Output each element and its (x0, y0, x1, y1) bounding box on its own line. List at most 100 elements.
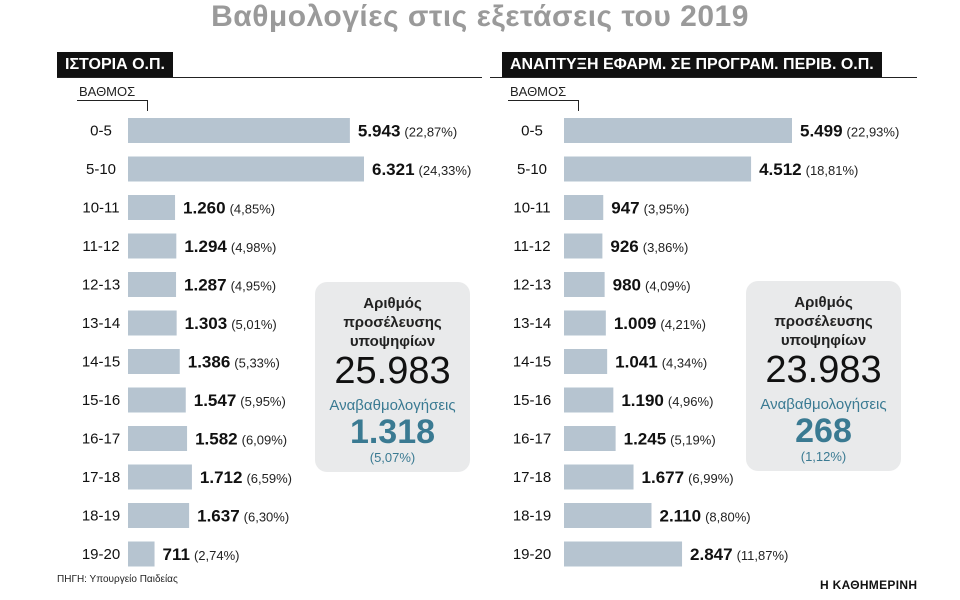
data-label: 926 (3,86%) (610, 237, 688, 256)
info-label: Αριθμός προσέλευσης υποψηφίων (315, 294, 470, 351)
category-label: 15-16 (513, 392, 551, 409)
category-label: 0-5 (90, 123, 112, 140)
pct-label: (18,81%) (806, 163, 859, 178)
bar (564, 349, 608, 374)
pct-label: (4,96%) (668, 394, 714, 409)
category-label: 11-12 (513, 238, 550, 255)
data-label: 1.712 (6,59%) (200, 468, 292, 487)
pct-label: (5,01%) (231, 317, 277, 332)
pct-label: (4,21%) (660, 317, 706, 332)
panel-title: ΑΝΑΠΤΥΞΗ ΕΦΑΡΜ. ΣΕ ΠΡΟΓΡΑΜ. ΠΕΡΙΒ. Ο.Π. (502, 52, 882, 77)
value-label: 1.712 (200, 468, 243, 487)
category-label: 15-16 (82, 392, 120, 409)
bar (128, 310, 177, 336)
pct-label: (4,09%) (645, 279, 691, 294)
value-label: 1.677 (642, 468, 685, 487)
bar (128, 426, 188, 451)
pct-label: (2,74%) (194, 548, 240, 563)
value-label: 1.190 (621, 391, 664, 410)
pct-label: (8,80%) (705, 510, 751, 525)
data-label: 5.943 (22,87%) (358, 122, 457, 141)
data-label: 1.041 (4,34%) (615, 353, 707, 372)
value-label: 1.547 (194, 391, 237, 410)
bar (128, 349, 180, 374)
info-box: Αριθμός προσέλευσης υποψηφίων 25.983 Ανα… (315, 282, 470, 472)
page-title: Βαθμολογίες στις εξετάσεις του 2019 (211, 0, 749, 33)
value-label: 1.009 (614, 314, 657, 333)
value-label: 5.943 (358, 122, 401, 141)
category-label: 19-20 (513, 546, 551, 563)
pct-label: (6,30%) (244, 510, 290, 525)
data-label: 4.512 (18,81%) (759, 160, 858, 179)
bar (564, 541, 683, 567)
pct-label: (3,95%) (644, 202, 690, 217)
info-label-line: υποψηφίων (349, 333, 436, 350)
data-label: 1.190 (4,96%) (621, 391, 713, 410)
bar (128, 464, 192, 490)
bar (564, 233, 603, 259)
category-label: 12-13 (82, 277, 120, 294)
bar (128, 195, 176, 220)
reeval-pct: (5,07%) (369, 450, 416, 465)
bar (128, 387, 186, 413)
bar (128, 503, 190, 528)
data-label: 2.847 (11,87%) (690, 545, 788, 564)
info-label-line: Αριθμός (363, 295, 422, 312)
value-label: 1.245 (624, 430, 667, 449)
value-label: 711 (163, 545, 190, 564)
category-label: 16-17 (82, 431, 120, 448)
pct-label: (5,19%) (670, 433, 716, 448)
bar (564, 272, 605, 297)
category-label: 13-14 (82, 315, 120, 332)
bar (564, 426, 616, 451)
info-label: Αριθμός προσέλευσης υποψηφίων (746, 293, 901, 350)
candidates-total: 23.983 (765, 349, 882, 391)
value-label: 926 (610, 237, 638, 256)
axis-label-bracket (508, 100, 579, 111)
category-label: 14-15 (82, 354, 120, 371)
value-label: 1.303 (185, 314, 228, 333)
data-label: 1.294 (4,98%) (184, 237, 276, 256)
pct-label: (22,93%) (847, 125, 900, 140)
data-label: 1.547 (5,95%) (194, 391, 286, 410)
pct-label: (3,86%) (643, 240, 689, 255)
pct-label: (6,99%) (688, 471, 734, 486)
bar (564, 387, 614, 413)
panel-rule (57, 77, 482, 78)
reeval-value: 1.318 (349, 413, 436, 451)
category-label: 19-20 (82, 546, 120, 563)
info-label-line: Αριθμός (794, 294, 853, 311)
data-label: 1.245 (5,19%) (624, 430, 716, 449)
panel-title: ΙΣΤΟΡΙΑ Ο.Π. (57, 52, 173, 77)
bar (128, 233, 177, 259)
pct-label: (6,59%) (246, 471, 292, 486)
candidates-total: 25.983 (334, 350, 451, 392)
data-label: 947 (3,95%) (611, 199, 689, 218)
category-label: 11-12 (82, 238, 119, 255)
category-label: 13-14 (513, 315, 551, 332)
pct-label: (4,95%) (231, 279, 277, 294)
bar (128, 541, 155, 567)
value-label: 1.294 (184, 237, 227, 256)
category-label: 18-19 (82, 508, 120, 525)
info-label-line: υποψηφίων (780, 332, 867, 349)
bar (128, 156, 364, 182)
bar-chart-history: 0-5 5.943 (22,87%) 5-10 6.321 (24,33%) 10-11 1.… (82, 118, 471, 567)
panel-history: ΙΣΤΟΡΙΑ Ο.Π. ΒΑΘΜΟΣ 0-5 5.943 (22,87%) 5-10… (57, 48, 482, 568)
category-label: 10-11 (513, 200, 550, 217)
data-label: 1.303 (5,01%) (185, 314, 277, 333)
pct-label: (5,33%) (234, 356, 280, 371)
reeval-pct: (1,12%) (800, 449, 847, 464)
value-label: 1.041 (615, 353, 658, 372)
bar (564, 156, 752, 182)
bar-chart-programming: 0-5 5.499 (22,93%) 5-10 4.512 (18,81%) 10-11 94… (513, 118, 900, 567)
bar (564, 503, 652, 528)
data-label: 980 (4,09%) (613, 276, 691, 295)
category-label: 14-15 (513, 354, 551, 371)
value-label: 5.499 (800, 122, 843, 141)
value-label: 1.260 (183, 199, 226, 218)
data-label: 2.110 (8,80%) (659, 507, 750, 526)
category-label: 17-18 (513, 469, 551, 486)
panel-programming: ΑΝΑΠΤΥΞΗ ΕΦΑΡΜ. ΣΕ ΠΡΟΓΡΑΜ. ΠΕΡΙΒ. Ο.Π. … (490, 48, 917, 568)
bar (564, 195, 604, 220)
